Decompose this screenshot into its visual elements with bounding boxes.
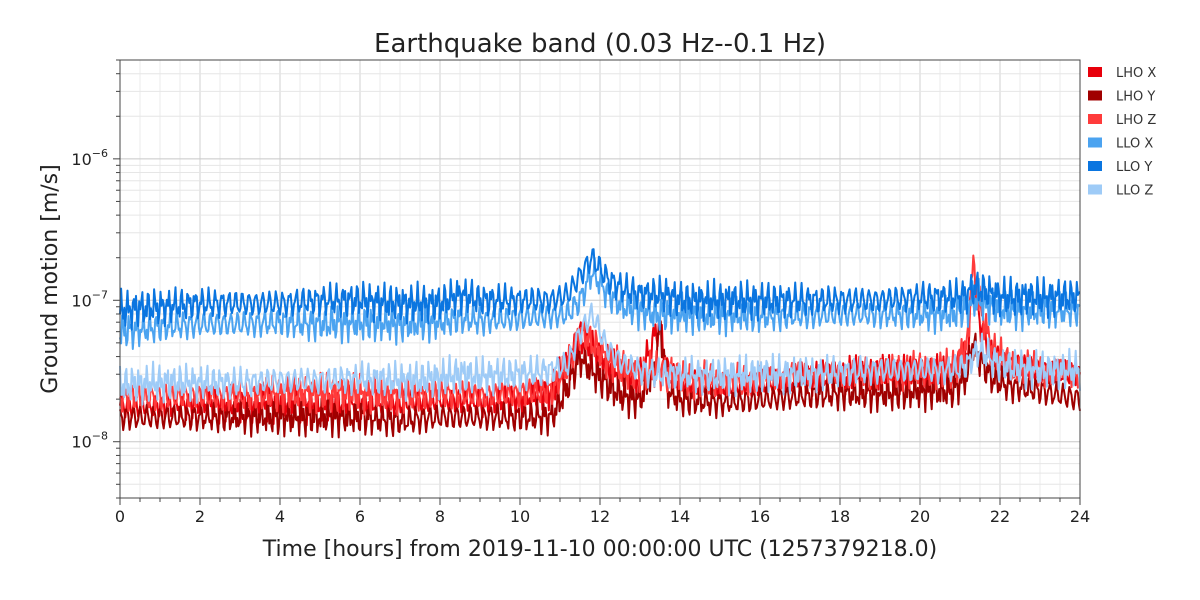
x-tick-label: 16 xyxy=(750,507,770,526)
series-lines xyxy=(119,248,1081,439)
series-line-llo-x xyxy=(119,257,1081,350)
x-tick-label: 0 xyxy=(115,507,125,526)
x-tick-label: 14 xyxy=(670,507,690,526)
legend-label: LHO Y xyxy=(1116,90,1155,105)
y-tick-label: 10−7 xyxy=(71,288,108,310)
series-line-lho-z xyxy=(119,254,1081,416)
legend-label: LHO X xyxy=(1116,66,1156,81)
x-tick-label: 22 xyxy=(990,507,1010,526)
x-tick-label: 24 xyxy=(1070,507,1090,526)
y-tick-label: 10−6 xyxy=(71,147,108,169)
x-axis-label: Time [hours] from 2019-11-10 00:00:00 UT… xyxy=(262,537,937,562)
legend-swatch xyxy=(1088,114,1102,124)
legend-swatch xyxy=(1088,90,1102,101)
legend-swatch xyxy=(1088,137,1102,148)
legend: LHO X LHO Y LHO Z LLO X LLO Y LLO Z xyxy=(1088,66,1156,199)
x-ticks: 0 2 4 6 8 10 12 14 16 18 20 22 24 xyxy=(115,498,1090,526)
legend-label: LHO Z xyxy=(1116,113,1156,128)
legend-swatch xyxy=(1088,184,1102,195)
legend-swatch xyxy=(1088,161,1102,171)
chart-title: Earthquake band (0.03 Hz--0.1 Hz) xyxy=(374,29,826,59)
y-axis-label: Ground motion [m/s] xyxy=(38,164,63,393)
legend-label: LLO Z xyxy=(1116,184,1153,199)
x-tick-label: 10 xyxy=(510,507,530,526)
series-line-lho-y xyxy=(119,318,1081,439)
legend-label: LLO Y xyxy=(1116,160,1152,175)
legend-label: LLO X xyxy=(1116,137,1153,152)
y-tick-label: 10−8 xyxy=(71,430,108,452)
x-tick-label: 8 xyxy=(435,507,445,526)
x-tick-label: 12 xyxy=(590,507,610,526)
x-tick-label: 20 xyxy=(910,507,930,526)
x-tick-label: 4 xyxy=(275,507,285,526)
legend-swatch xyxy=(1088,67,1102,77)
x-tick-label: 18 xyxy=(830,507,850,526)
series-line-llo-y xyxy=(119,248,1081,331)
y-ticks: 10−8 10−7 10−6 xyxy=(71,59,120,499)
x-tick-label: 2 xyxy=(195,507,205,526)
x-tick-label: 6 xyxy=(355,507,365,526)
series-line-llo-z xyxy=(119,302,1081,406)
